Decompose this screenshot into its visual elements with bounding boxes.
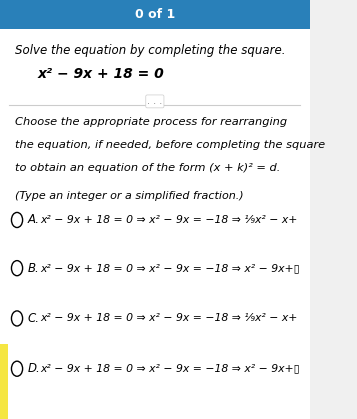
Text: x² − 9x + 18 = 0 ⇒ x² − 9x = −18 ⇒ x² − 9x+▯: x² − 9x + 18 = 0 ⇒ x² − 9x = −18 ⇒ x² − …: [40, 263, 300, 273]
Text: Solve the equation by completing the square.: Solve the equation by completing the squ…: [15, 44, 286, 57]
FancyBboxPatch shape: [0, 0, 310, 29]
Text: x² − 9x + 18 = 0: x² − 9x + 18 = 0: [37, 67, 164, 81]
Text: x² − 9x + 18 = 0 ⇒ x² − 9x = −18 ⇒ ¹⁄₉x² − x+: x² − 9x + 18 = 0 ⇒ x² − 9x = −18 ⇒ ¹⁄₉x²…: [40, 215, 298, 225]
Text: . . .: . . .: [147, 96, 162, 106]
Text: C.: C.: [28, 312, 40, 325]
Text: Choose the appropriate process for rearranging: Choose the appropriate process for rearr…: [15, 117, 288, 127]
Text: A.: A.: [28, 213, 40, 227]
FancyBboxPatch shape: [0, 0, 310, 419]
Text: x² − 9x + 18 = 0 ⇒ x² − 9x = −18 ⇒ ¹⁄₉x² − x+: x² − 9x + 18 = 0 ⇒ x² − 9x = −18 ⇒ ¹⁄₉x²…: [40, 313, 298, 323]
Text: the equation, if needed, before completing the square: the equation, if needed, before completi…: [15, 140, 326, 150]
Text: (Type an integer or a simplified fraction.): (Type an integer or a simplified fractio…: [15, 191, 244, 201]
Text: 0 of 1: 0 of 1: [135, 8, 175, 21]
Text: x² − 9x + 18 = 0 ⇒ x² − 9x = −18 ⇒ x² − 9x+▯: x² − 9x + 18 = 0 ⇒ x² − 9x = −18 ⇒ x² − …: [40, 364, 300, 374]
Text: D.: D.: [28, 362, 41, 375]
Text: to obtain an equation of the form (x + k)² = d.: to obtain an equation of the form (x + k…: [15, 163, 281, 173]
Text: B.: B.: [28, 261, 40, 275]
FancyBboxPatch shape: [0, 344, 8, 419]
